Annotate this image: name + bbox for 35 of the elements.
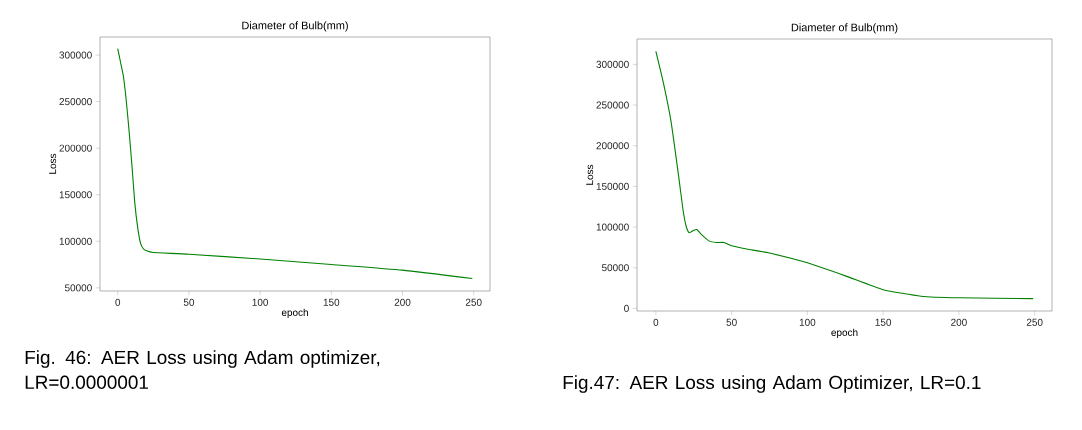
y-tick-label: 150000 [59,191,92,199]
y-tick-label: 300000 [596,60,629,68]
y-tick-label: 50000 [64,284,92,292]
x-tick-label: 250 [1026,318,1043,326]
y-axis-title: Loss [586,164,594,185]
y-tick-label: 150000 [596,182,629,190]
line-series [655,50,1034,300]
y-tick-label: 0 [624,304,629,312]
x-tick-label: 200 [951,318,967,326]
y-tick-label: 250000 [59,98,92,106]
y-tick-label: 50000 [601,264,629,272]
y-axis-title: Loss [49,153,57,174]
y-tick-label: 200000 [59,144,92,152]
y-tick-label: 250000 [596,101,629,109]
x-tick-label: 100 [252,298,269,306]
caption: Fig.47: AER Loss using Adam Optimizer, LR=0.1 [563,375,981,393]
x-tick-label: 250 [465,298,482,306]
chart-title: Diameter of Bulb(mm) [791,23,898,34]
x-tick-label: 150 [875,318,892,326]
y-tick-label: 100000 [59,237,92,245]
y-tick-label: 300000 [59,51,92,59]
x-tick-label: 50 [183,298,195,306]
x-axis-title: epoch [831,328,858,338]
x-tick-label: 0 [653,318,659,326]
x-tick-label: 150 [323,298,340,306]
x-tick-label: 0 [115,298,121,306]
y-tick-label: 100000 [596,223,629,231]
line-series [117,47,473,280]
x-tick-label: 200 [394,298,411,306]
x-axis-title: epoch [281,308,308,318]
caption: Fig. 46: AER Loss using Adam optimizer, LR=0.0000001 [25,350,380,390]
chart-title: Diameter of Bulb(mm) [242,21,348,32]
y-tick-label: 200000 [596,142,629,150]
x-tick-label: 50 [726,318,737,326]
x-tick-label: 100 [799,318,816,326]
